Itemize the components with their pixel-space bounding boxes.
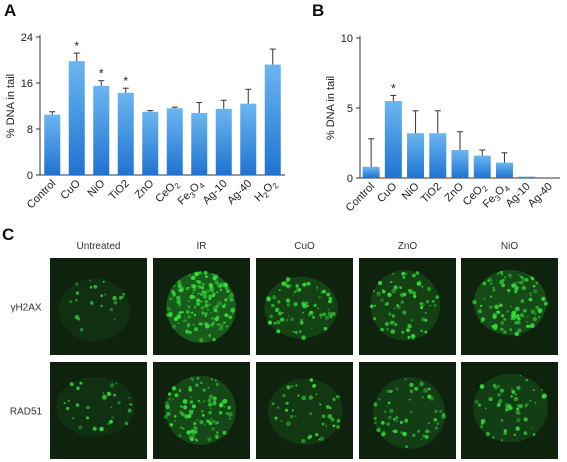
- micrograph: [50, 362, 147, 459]
- panel-label-a: A: [4, 1, 16, 20]
- y-tick-label: 0: [347, 173, 353, 185]
- bar: [407, 133, 425, 178]
- bar: [429, 133, 447, 178]
- significance-marker: *: [391, 81, 396, 95]
- micrograph-grid: Untreated IR CuO ZnO NiO γH2AX RAD51: [10, 241, 558, 459]
- x-tick-label: Ag-40: [526, 181, 555, 210]
- bar: [215, 108, 232, 175]
- x-tick-label: Control: [344, 181, 378, 215]
- micrograph: [256, 362, 353, 459]
- x-tick-label: Fe3O4: [175, 177, 207, 209]
- x-tick-label: CuO: [58, 177, 83, 202]
- y-tick-label: 8: [27, 124, 33, 136]
- row-label: RAD51: [10, 407, 43, 418]
- x-tick-label: NiO: [400, 180, 422, 202]
- x-tick-label: TiO2: [107, 178, 132, 203]
- y-tick-label: 0: [27, 170, 33, 182]
- micrograph: [50, 258, 147, 355]
- bar: [451, 150, 469, 178]
- micrograph: [153, 258, 250, 355]
- micrograph: [153, 362, 250, 459]
- x-tick-label: Ag-40: [225, 178, 254, 207]
- x-tick-label: Ag-10: [201, 178, 230, 207]
- x-tick-label: NiO: [85, 177, 107, 199]
- bar: [44, 114, 61, 175]
- bar: [362, 166, 380, 178]
- bar: [384, 101, 402, 178]
- bar: [117, 92, 134, 175]
- row-label: γH2AX: [10, 303, 41, 314]
- bar: [93, 85, 110, 175]
- micrograph: [359, 258, 456, 355]
- column-header: Untreated: [77, 241, 121, 252]
- x-tick-label: CuO: [375, 180, 400, 205]
- column-header: IR: [197, 241, 207, 252]
- y-tick-label: 24: [21, 32, 33, 44]
- y-axis-label: % DNA in tail: [5, 74, 17, 138]
- column-header: CuO: [294, 241, 315, 252]
- x-tick-label: Ag-10: [504, 181, 533, 210]
- micrograph: [359, 362, 456, 459]
- panel-label-b: B: [312, 1, 324, 20]
- panel-label-c: C: [2, 225, 14, 244]
- y-axis-label: % DNA in tail: [325, 76, 337, 140]
- x-tick-label: TiO2: [419, 181, 444, 206]
- micrograph: [461, 258, 558, 355]
- bar: [264, 64, 281, 175]
- bar: [191, 112, 208, 175]
- column-header: NiO: [501, 241, 518, 252]
- column-header: ZnO: [398, 241, 418, 252]
- significance-marker: *: [99, 67, 104, 81]
- bar: [166, 108, 183, 175]
- micrograph: [256, 258, 353, 355]
- bar: [240, 103, 257, 175]
- bar: [142, 111, 159, 175]
- x-tick-label: Control: [25, 178, 59, 212]
- significance-marker: *: [123, 74, 128, 88]
- bar: [68, 61, 85, 175]
- micrograph: [461, 362, 558, 459]
- y-tick-label: 16: [21, 78, 33, 90]
- x-tick-label: H2O2: [252, 177, 280, 205]
- bar: [473, 155, 491, 178]
- y-tick-label: 5: [347, 103, 353, 115]
- significance-marker: *: [74, 39, 79, 53]
- bar: [518, 176, 536, 178]
- bar: [495, 162, 513, 178]
- y-tick-label: 10: [341, 33, 353, 45]
